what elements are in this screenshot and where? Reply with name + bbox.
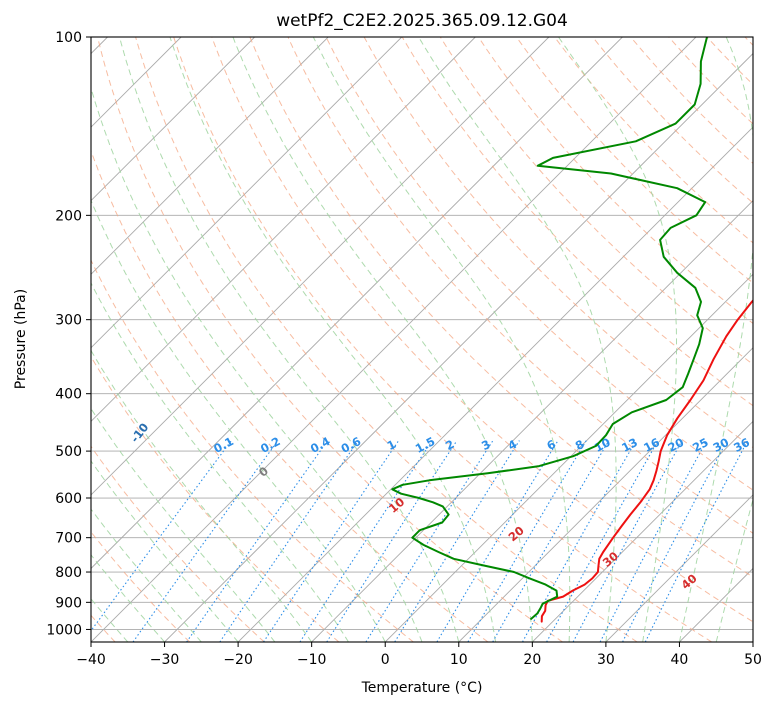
mixing-ratio-line <box>644 440 749 642</box>
axes: −40 −30 −20 −10 0 10 20 30 40 50 1000 900 800 700 600 5… <box>46 30 762 668</box>
isotherm-line <box>532 420 753 642</box>
isotherm-line <box>384 273 753 642</box>
moist-adiabat-line <box>119 37 460 642</box>
mixing-ratio-line <box>599 440 708 642</box>
mixing-ratio-line <box>522 440 637 642</box>
x-tick-label: 30 <box>597 652 615 668</box>
plot-frame <box>90 36 754 643</box>
sounding-series <box>391 37 753 623</box>
x-tick-label: −20 <box>223 652 253 668</box>
dry-adiabat-line <box>477 37 753 325</box>
moist-adiabat-line <box>312 37 571 642</box>
isotherm-line <box>91 37 329 275</box>
mixing-ratio-label: 20 <box>665 435 686 455</box>
y-tick-label: 300 <box>55 313 82 329</box>
isotherm-line <box>237 126 753 642</box>
moist-adiabat-line <box>232 37 533 642</box>
x-tick-label: −10 <box>297 652 327 668</box>
y-tick-label: 1000 <box>46 622 82 638</box>
mixing-ratio-label: 16 <box>641 435 662 455</box>
isotherm-line <box>91 37 403 349</box>
moist-adiabat-line <box>715 497 753 642</box>
mixing-ratio-label: 30 <box>711 435 732 455</box>
y-tick-label: 900 <box>55 595 82 611</box>
moist-adiabats <box>91 37 753 642</box>
isotherm-line <box>91 37 476 422</box>
dry-adiabat-line <box>173 37 713 642</box>
y-tick-label: 500 <box>55 444 82 460</box>
isotherm-line <box>605 494 753 642</box>
isotherm-line <box>164 52 753 642</box>
dry-adiabats <box>91 37 753 642</box>
moist-adiabat-line <box>91 199 386 642</box>
mixing-ratio-line <box>622 440 728 642</box>
moist-adiabat-line <box>91 407 276 642</box>
y-tick-label: 100 <box>55 30 82 46</box>
isotherm-line <box>91 37 623 570</box>
y-tick-label: 800 <box>55 565 82 581</box>
y-tick-label: 600 <box>55 491 82 507</box>
moist-adiabat-line <box>678 37 753 642</box>
mixing-ratio-line <box>299 440 433 642</box>
mixing-ratio-lines <box>91 440 749 642</box>
x-tick-label: 20 <box>523 652 541 668</box>
isotherm-line <box>91 37 550 496</box>
y-tick-label: 200 <box>55 208 82 224</box>
x-tick-label: 0 <box>381 652 390 668</box>
x-tick-label: 50 <box>744 652 762 668</box>
mixing-ratio-line <box>132 440 279 642</box>
moist-adiabat-line <box>558 37 677 642</box>
moist-adiabat-line <box>169 37 497 642</box>
chart-title: wetPf2_C2E2.2025.365.09.12.G04 <box>276 11 568 31</box>
dry-adiabat-line <box>325 37 753 491</box>
dry-adiabat-line <box>97 37 563 642</box>
y-axis-label: Pressure (hPa) <box>13 289 29 389</box>
mixing-ratio-line <box>263 440 400 642</box>
mixing-ratio-label: 10 <box>592 435 613 455</box>
dry-adiabat-line <box>592 37 753 204</box>
moist-adiabat-line <box>91 86 423 642</box>
moist-adiabat-line <box>91 460 239 642</box>
x-axis-label: Temperature (°C) <box>361 680 483 696</box>
mixing-ratio-line <box>436 440 559 642</box>
mixing-ratio-line <box>91 440 232 632</box>
dry-adiabat-line <box>211 37 753 623</box>
dry-adiabat-line <box>91 445 265 642</box>
isotherm-line <box>91 37 697 642</box>
y-tick-label: 400 <box>55 387 82 403</box>
y-tick-label: 700 <box>55 531 82 547</box>
moist-adiabat-line <box>418 37 617 642</box>
dry-adiabat-line <box>630 37 753 165</box>
mixing-ratio-label: 36 <box>731 435 752 455</box>
x-tick-label: −40 <box>76 652 106 668</box>
isotherm-line <box>458 347 753 642</box>
mixing-ratio-line <box>186 440 329 642</box>
dry-adiabat-line <box>249 37 753 578</box>
x-tick-label: −30 <box>150 652 180 668</box>
moist-adiabat-line <box>91 508 202 642</box>
mixing-ratio-line <box>467 440 587 642</box>
dry-adiabat-line <box>287 37 753 534</box>
dry-adiabat-line <box>135 37 638 642</box>
mixing-ratio-label: 13 <box>619 435 640 455</box>
x-tick-label: 40 <box>671 652 689 668</box>
dry-adiabat-line <box>91 259 414 642</box>
dry-adiabat-line <box>401 37 753 407</box>
dewpoint-line <box>391 37 708 620</box>
mixing-ratio-label: 25 <box>690 435 711 455</box>
moist-adiabat-line <box>91 281 349 642</box>
mixing-ratio-line <box>219 440 359 642</box>
mixing-ratio-line <box>394 440 520 642</box>
x-tick-label: 10 <box>450 652 468 668</box>
dry-adiabat-line <box>363 37 753 449</box>
temperature-line <box>540 299 753 623</box>
dry-adiabat-line <box>516 37 753 284</box>
